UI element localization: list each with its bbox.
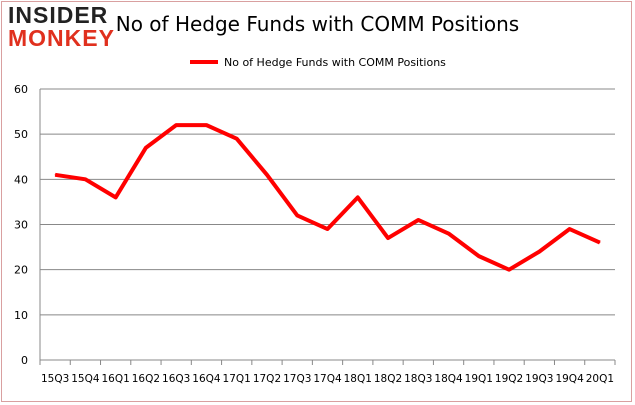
chart-title: No of Hedge Funds with COMM Positions [115,12,520,36]
x-tick-label: 19Q1 [465,373,493,385]
data-point [327,228,328,230]
x-tick-label: 18Q3 [404,373,432,385]
x-tick-label: 18Q2 [374,373,402,385]
data-point [357,196,359,198]
data-point [84,178,86,180]
data-point [508,269,510,271]
x-tick-label: 18Q1 [344,373,372,385]
data-point [54,174,56,176]
x-tick-label: 16Q4 [192,373,221,385]
series-line [54,123,601,272]
data-point [599,242,601,244]
x-tick-label: 17Q1 [223,373,251,385]
x-tick-label: 19Q3 [525,373,553,385]
y-tick-label: 60 [14,83,28,96]
x-tick-label: 17Q4 [313,373,342,385]
x-tick-label: 15Q4 [71,373,100,385]
data-point [145,147,147,149]
logo-line2: MONKEY [8,25,115,51]
x-tick-label: 16Q3 [162,373,190,385]
x-tick-label: 18Q4 [434,373,463,385]
legend-label: No of Hedge Funds with COMM Positions [224,56,446,69]
data-point [205,124,207,126]
data-point [387,237,389,239]
data-point [175,124,177,126]
data-point [266,174,268,176]
y-tick-label: 30 [14,219,28,232]
data-point [569,228,571,230]
y-tick-label: 10 [14,309,28,322]
data-point [115,196,117,198]
data-point [296,214,298,216]
y-tick-label: 0 [21,354,28,367]
x-tick-label: 20Q1 [586,373,614,385]
data-point [478,255,480,257]
x-tick-label: 17Q3 [283,373,311,385]
logo-line1: INSIDER [8,2,109,28]
data-point [448,233,450,235]
data-point [538,251,540,253]
x-tick-label: 19Q4 [555,373,584,385]
y-tick-label: 20 [14,264,28,277]
y-tick-label: 40 [14,173,28,186]
x-tick-label: 16Q1 [102,373,130,385]
y-tick-label: 50 [14,128,28,141]
insider-monkey-logo: INSIDER MONKEY [8,4,115,50]
x-tick-label: 16Q2 [132,373,160,385]
data-point [236,138,238,140]
x-tick-label: 17Q2 [253,373,281,385]
x-tick-label: 19Q2 [495,373,523,385]
data-point [417,219,419,221]
x-tick-label: 15Q3 [41,373,69,385]
